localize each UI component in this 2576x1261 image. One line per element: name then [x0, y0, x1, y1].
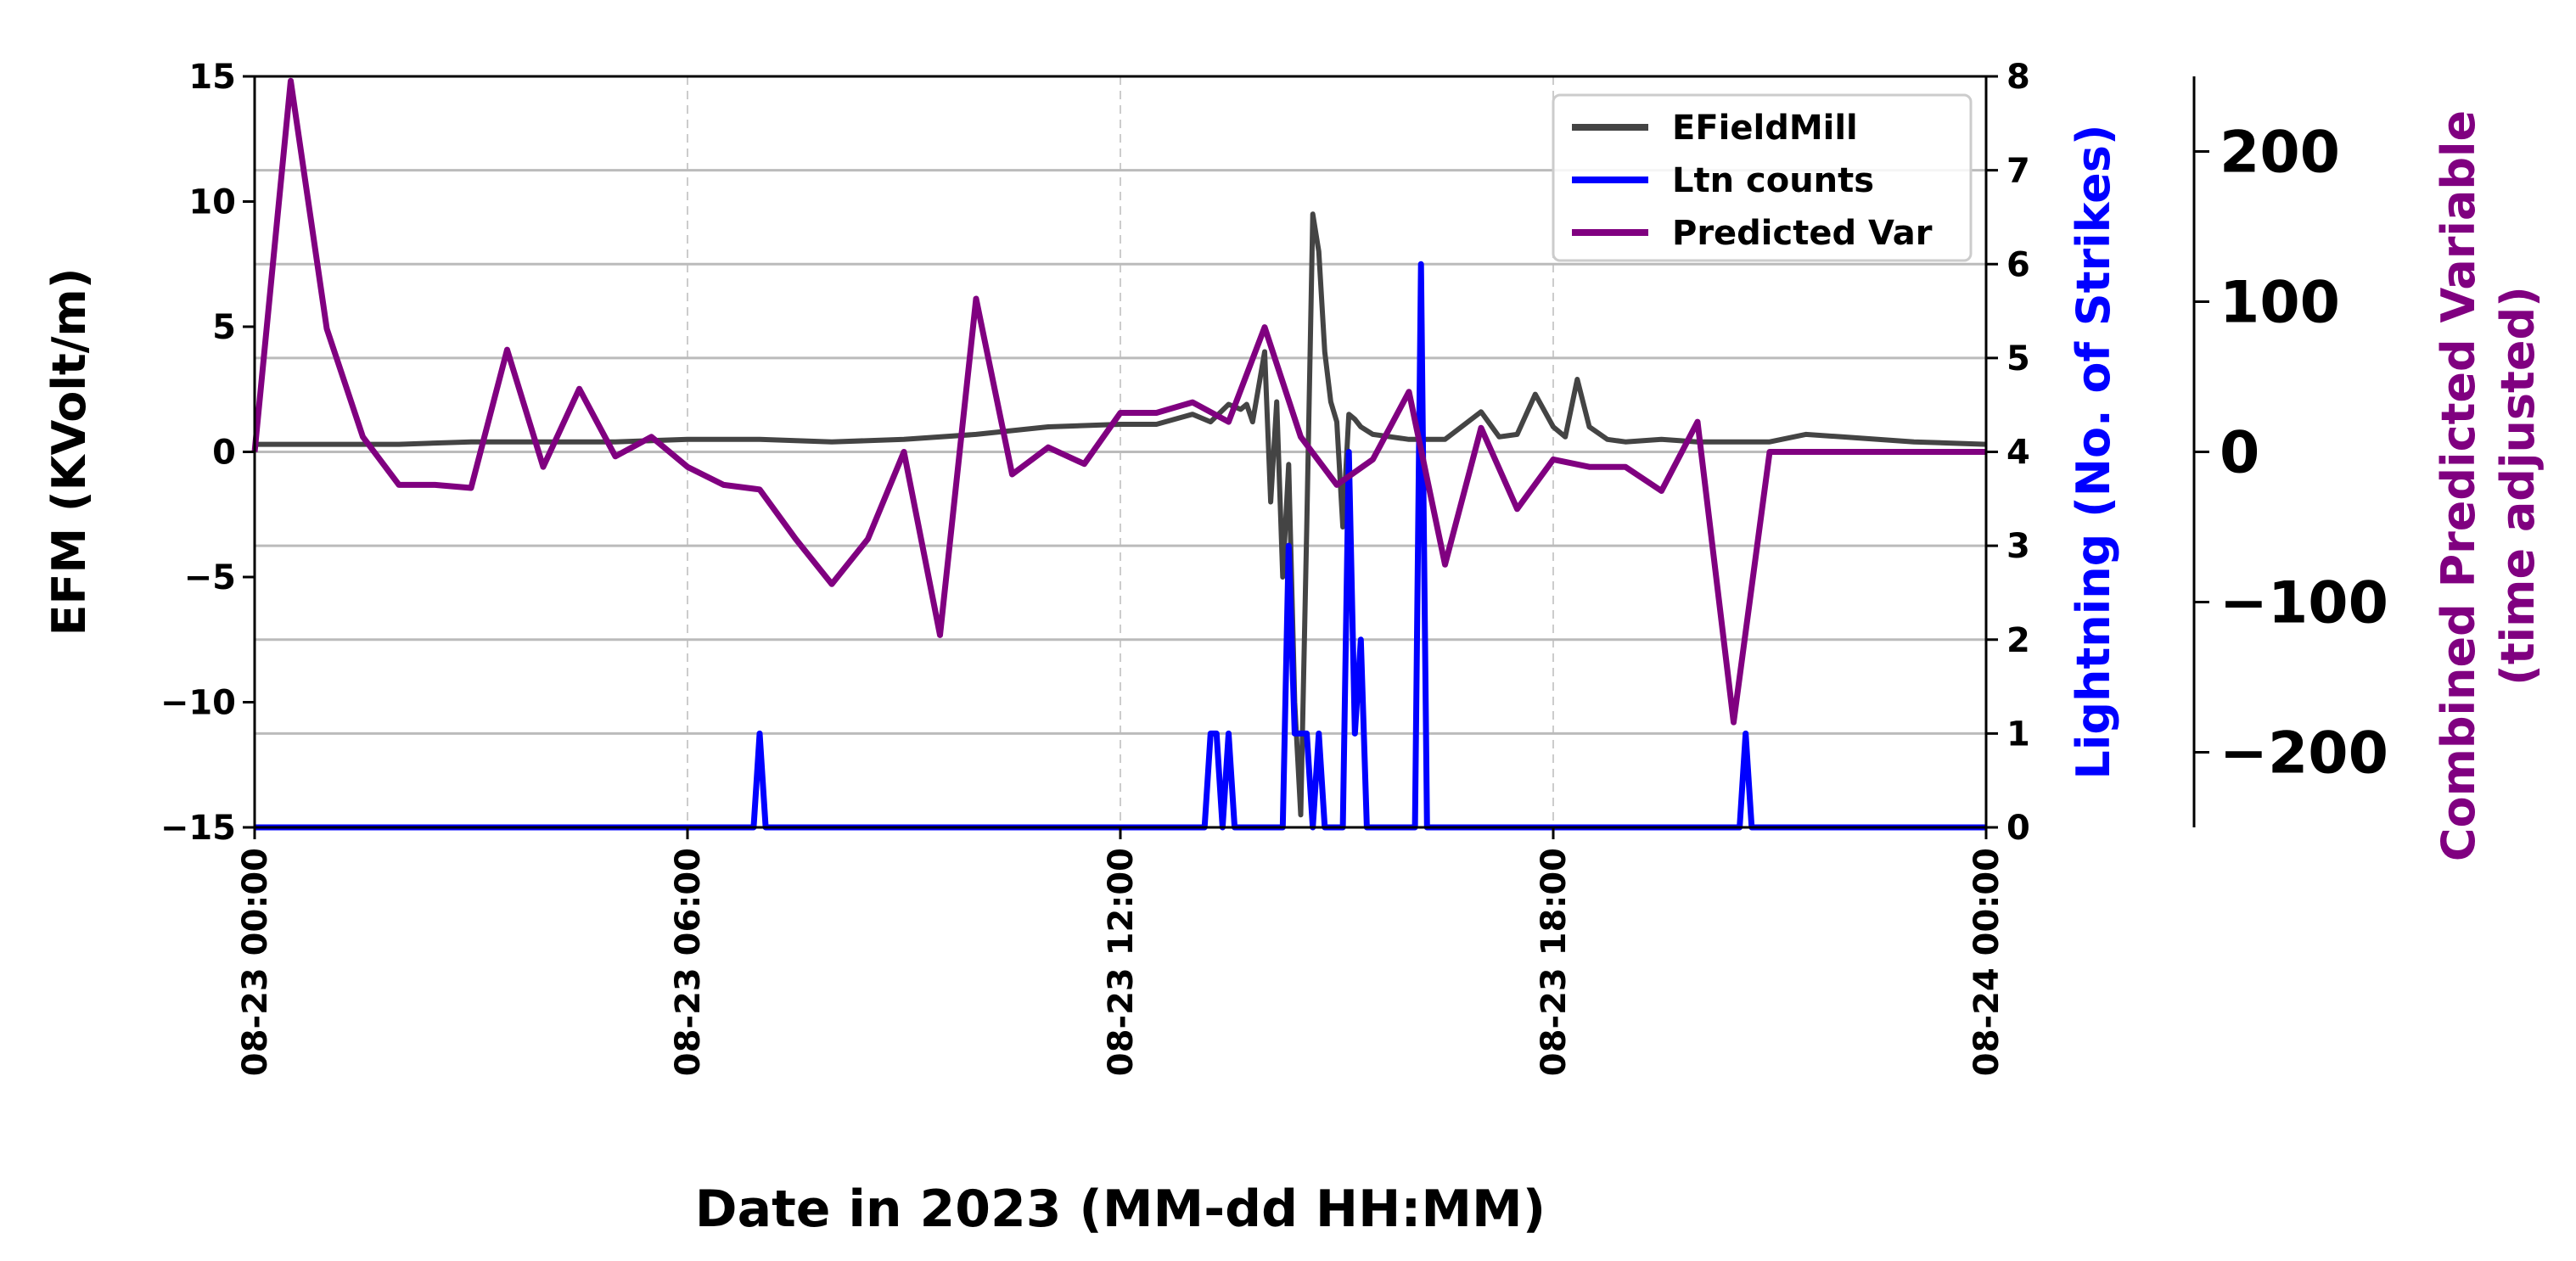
series-line-predicted-var: [251, 77, 1986, 726]
x-axis-label: Date in 2023 (MM-dd HH:MM): [695, 1180, 1546, 1239]
outer-axis-label-line2: (time adjusted): [2491, 286, 2545, 686]
outer-tick-label: 0: [2220, 420, 2259, 487]
x-tick-label: 08-23 00:00: [236, 848, 275, 1076]
right-tick-label: 1: [2006, 715, 2030, 754]
legend-label: EFieldMill: [1672, 109, 1858, 148]
right-tick-label: 5: [2006, 339, 2030, 378]
outer-tick-label: −100: [2220, 570, 2388, 637]
right-tick-label: 4: [2006, 434, 2030, 473]
x-tick-label: 08-23 12:00: [1102, 848, 1141, 1076]
right-tick-label: 7: [2006, 152, 2030, 191]
outer-tick-label: 200: [2220, 120, 2340, 187]
legend-box: [1552, 93, 1973, 262]
legend-label: Predicted Var: [1672, 214, 1933, 253]
left-tick-label: 10: [188, 183, 236, 222]
right-axis-label: Lightning (No. of Strikes): [2067, 124, 2120, 779]
right-tick-label: 6: [2006, 245, 2030, 284]
legend-label: Ltn counts: [1672, 161, 1874, 200]
right-tick-label: 2: [2006, 621, 2030, 660]
left-axis-label: EFM (KVolt/m): [42, 268, 96, 636]
right-tick-label: 3: [2006, 527, 2030, 566]
legend: EFieldMill Ltn counts Predicted Var: [1552, 93, 1973, 262]
left-tick-label: −5: [184, 558, 236, 597]
left-tick-label: 15: [188, 58, 236, 97]
right-tick-label: 0: [2006, 809, 2030, 848]
outer-tick-label: −200: [2220, 720, 2388, 787]
left-tick-label: −10: [160, 684, 236, 723]
left-tick-label: −15: [160, 809, 236, 848]
right-tick-label: 8: [2006, 58, 2030, 97]
left-tick-label: 5: [212, 308, 236, 347]
x-tick-label: 08-23 18:00: [1535, 848, 1574, 1076]
outer-axis-label-line1: Combined Predicted Variable: [2432, 110, 2485, 861]
x-tick-label: 08-23 06:00: [669, 848, 708, 1076]
left-tick-label: 0: [212, 434, 236, 473]
outer-tick-label: 100: [2220, 270, 2340, 337]
x-tick-label: 08-24 00:00: [1967, 848, 2006, 1076]
